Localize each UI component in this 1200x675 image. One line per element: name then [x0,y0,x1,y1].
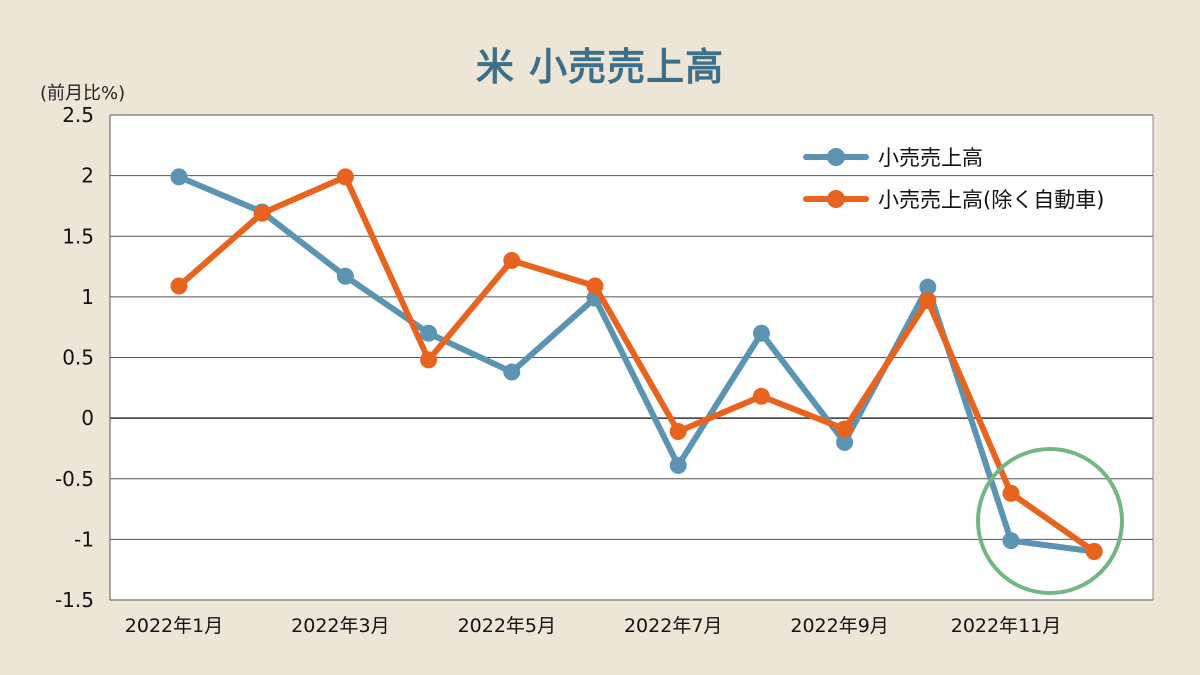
data-point-1 [336,267,354,285]
legend-swatch-marker [827,148,845,166]
data-point-2 [336,168,354,186]
highlight-circle [976,447,1124,595]
data-point-1 [420,324,438,342]
data-point-2 [253,204,271,222]
y-tick-label: 0.5 [62,346,94,370]
x-axis-ticks: 2022年1月 2022年3月 2022年5月 2022年7月 2022年9月 2022年… [125,615,1061,637]
x-tick-label: 2022年3月 [291,615,389,637]
data-point-1 [170,168,188,186]
y-tick-label: 2.5 [62,103,94,127]
data-point-1 [752,324,770,342]
y-tick-label: 1.5 [62,224,94,248]
legend-label: 小売売上高(除く自動車) [878,188,1104,212]
y-tick-label: 0 [81,406,94,430]
y-tick-label: 1 [81,285,94,309]
data-point-1 [836,433,854,451]
y-tick-label: 2 [81,164,94,188]
chart-title: 米 小売売上高 [475,45,725,89]
data-point-2 [420,351,438,369]
legend-swatch-marker [827,190,845,208]
data-point-2 [1085,543,1103,560]
x-tick-label: 2022年7月 [624,615,722,637]
data-point-2 [1002,484,1020,502]
x-tick-label: 2022年1月 [125,615,223,637]
data-point-2 [836,420,854,438]
data-point-1 [669,456,687,474]
series-group [170,168,1103,560]
data-point-2 [669,422,687,440]
x-tick-label: 2022年5月 [458,615,556,637]
y-tick-label: -1 [74,527,94,551]
legend-label: 小売売上高 [878,146,983,170]
series-line-2 [176,173,1098,555]
data-point-1 [1002,532,1020,550]
data-point-2 [752,387,770,405]
data-point-2 [170,277,188,295]
y-unit-label: (前月比%) [40,83,126,104]
y-tick-label: -0.5 [55,467,94,491]
y-tick-label: -1.5 [55,588,94,612]
data-point-2 [586,277,604,295]
data-point-1 [503,363,521,381]
data-point-2 [919,292,937,310]
data-point-1 [919,278,937,296]
data-point-2 [503,252,521,269]
x-tick-label: 2022年11月 [951,615,1062,637]
x-tick-label: 2022年9月 [790,615,888,637]
y-axis-ticks: 2.5 2 1.5 1 0.5 0 -0.5 -1 -1.5 [55,103,94,612]
